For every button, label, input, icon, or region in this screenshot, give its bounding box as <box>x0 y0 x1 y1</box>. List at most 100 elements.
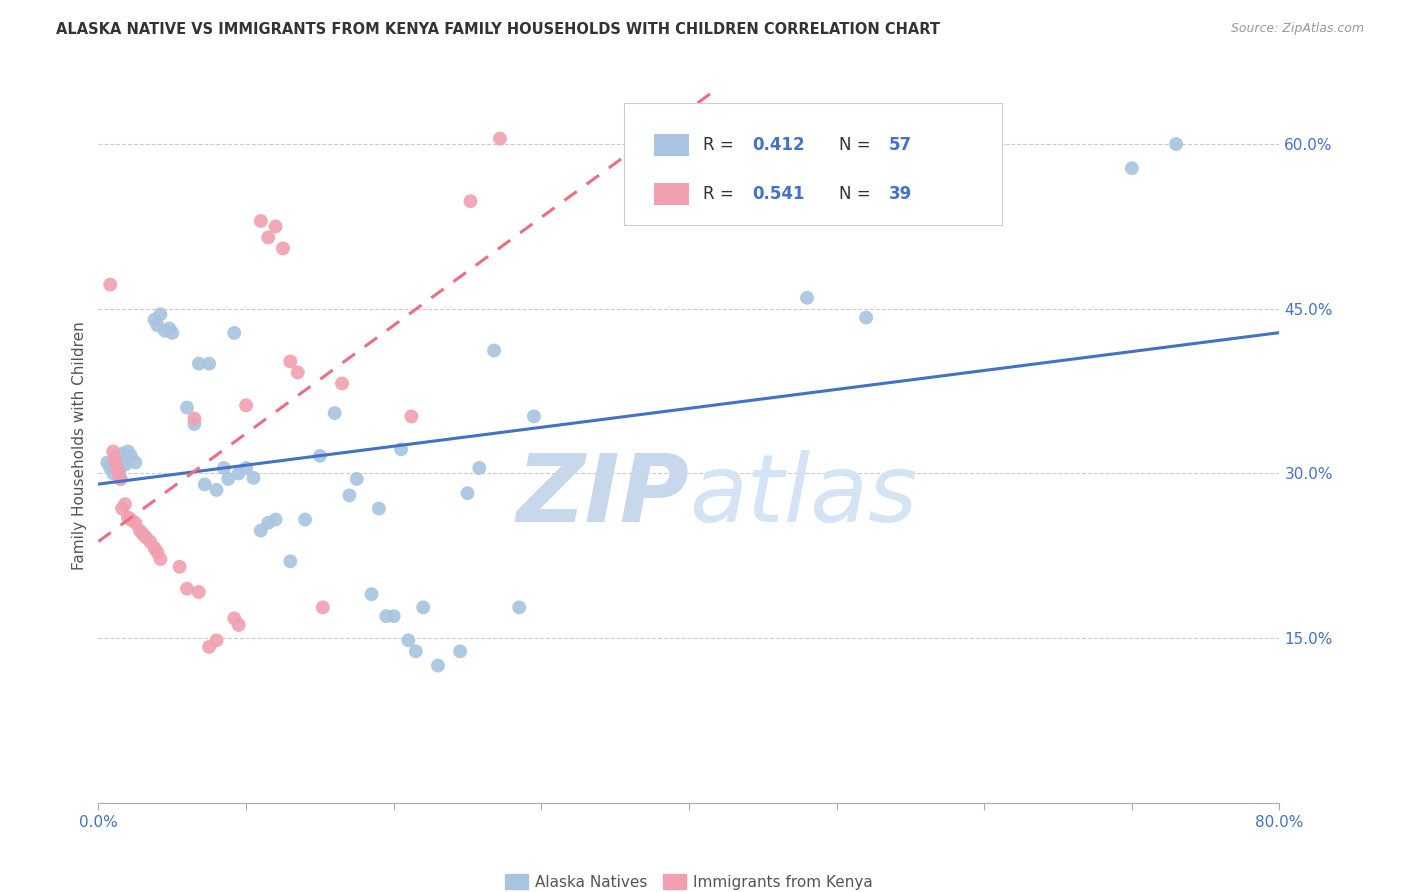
Point <box>1121 161 1143 176</box>
Point <box>176 401 198 415</box>
Text: R =: R = <box>703 136 740 153</box>
Point <box>235 398 257 412</box>
Point <box>312 600 335 615</box>
Point <box>105 455 128 469</box>
Text: 57: 57 <box>889 136 911 153</box>
Point <box>149 307 172 321</box>
Point <box>323 406 346 420</box>
Point <box>110 472 132 486</box>
Point <box>855 310 877 325</box>
Y-axis label: Family Households with Children: Family Households with Children <box>72 322 87 570</box>
Legend: Alaska Natives, Immigrants from Kenya: Alaska Natives, Immigrants from Kenya <box>499 868 879 892</box>
Point <box>143 541 166 555</box>
Point <box>396 633 419 648</box>
Point <box>194 477 217 491</box>
Point <box>294 512 316 526</box>
Text: ZIP: ZIP <box>516 450 689 542</box>
Point <box>309 449 332 463</box>
Point <box>183 417 205 431</box>
Point <box>271 241 294 255</box>
Point <box>98 277 121 292</box>
Point <box>337 488 360 502</box>
Point <box>176 582 198 596</box>
Point <box>405 644 427 658</box>
Point <box>412 600 434 615</box>
Text: Source: ZipAtlas.com: Source: ZipAtlas.com <box>1230 22 1364 36</box>
Point <box>228 467 250 481</box>
Point <box>108 468 131 483</box>
Point <box>149 552 172 566</box>
Point <box>98 461 121 475</box>
Point <box>100 458 122 472</box>
Point <box>489 131 512 145</box>
Point <box>120 512 142 526</box>
Point <box>330 376 353 391</box>
Point <box>212 461 235 475</box>
Text: N =: N = <box>839 186 876 203</box>
Point <box>401 409 423 424</box>
Point <box>228 618 250 632</box>
Point <box>368 501 391 516</box>
Point <box>104 453 127 467</box>
Point <box>117 510 139 524</box>
Point <box>114 497 136 511</box>
Point <box>468 461 491 475</box>
Point <box>169 559 191 574</box>
Point <box>224 326 246 340</box>
Point <box>1164 137 1187 152</box>
Text: 0.412: 0.412 <box>752 136 806 153</box>
Point <box>162 326 183 340</box>
Point <box>278 354 302 368</box>
Point <box>257 230 280 244</box>
Point <box>198 357 221 371</box>
Point <box>110 472 132 486</box>
Point <box>278 554 302 568</box>
Point <box>456 486 478 500</box>
Point <box>460 194 482 209</box>
Point <box>360 587 382 601</box>
Point <box>157 321 180 335</box>
Point <box>508 600 530 615</box>
Point <box>128 524 150 538</box>
Point <box>217 472 239 486</box>
Text: N =: N = <box>839 136 876 153</box>
Point <box>107 464 129 478</box>
Point <box>153 324 176 338</box>
Text: R =: R = <box>703 186 740 203</box>
Point <box>235 461 257 475</box>
Point <box>796 291 818 305</box>
Point <box>523 409 546 424</box>
Text: ALASKA NATIVE VS IMMIGRANTS FROM KENYA FAMILY HOUSEHOLDS WITH CHILDREN CORRELATI: ALASKA NATIVE VS IMMIGRANTS FROM KENYA F… <box>56 22 941 37</box>
Point <box>108 464 131 478</box>
Point <box>112 453 135 467</box>
Point <box>375 609 398 624</box>
Point <box>205 633 228 648</box>
Point <box>103 467 125 481</box>
Point <box>449 644 471 658</box>
Point <box>287 366 309 380</box>
Point <box>257 516 280 530</box>
Point <box>250 524 273 538</box>
Point <box>146 318 169 333</box>
Point <box>242 471 264 485</box>
Point <box>135 530 157 544</box>
Point <box>382 609 405 624</box>
Point <box>111 501 134 516</box>
Text: atlas: atlas <box>689 450 917 541</box>
Point <box>187 585 209 599</box>
FancyBboxPatch shape <box>654 184 689 205</box>
Point <box>124 516 146 530</box>
Point <box>96 455 118 469</box>
Point <box>250 214 273 228</box>
Point <box>120 449 142 463</box>
Point <box>224 611 246 625</box>
Point <box>346 472 368 486</box>
Point <box>198 640 221 654</box>
Point <box>139 534 162 549</box>
Point <box>146 545 169 559</box>
Text: 0.541: 0.541 <box>752 186 806 203</box>
Point <box>205 483 228 497</box>
Point <box>104 450 127 464</box>
Point <box>103 444 125 458</box>
Point <box>105 458 128 472</box>
